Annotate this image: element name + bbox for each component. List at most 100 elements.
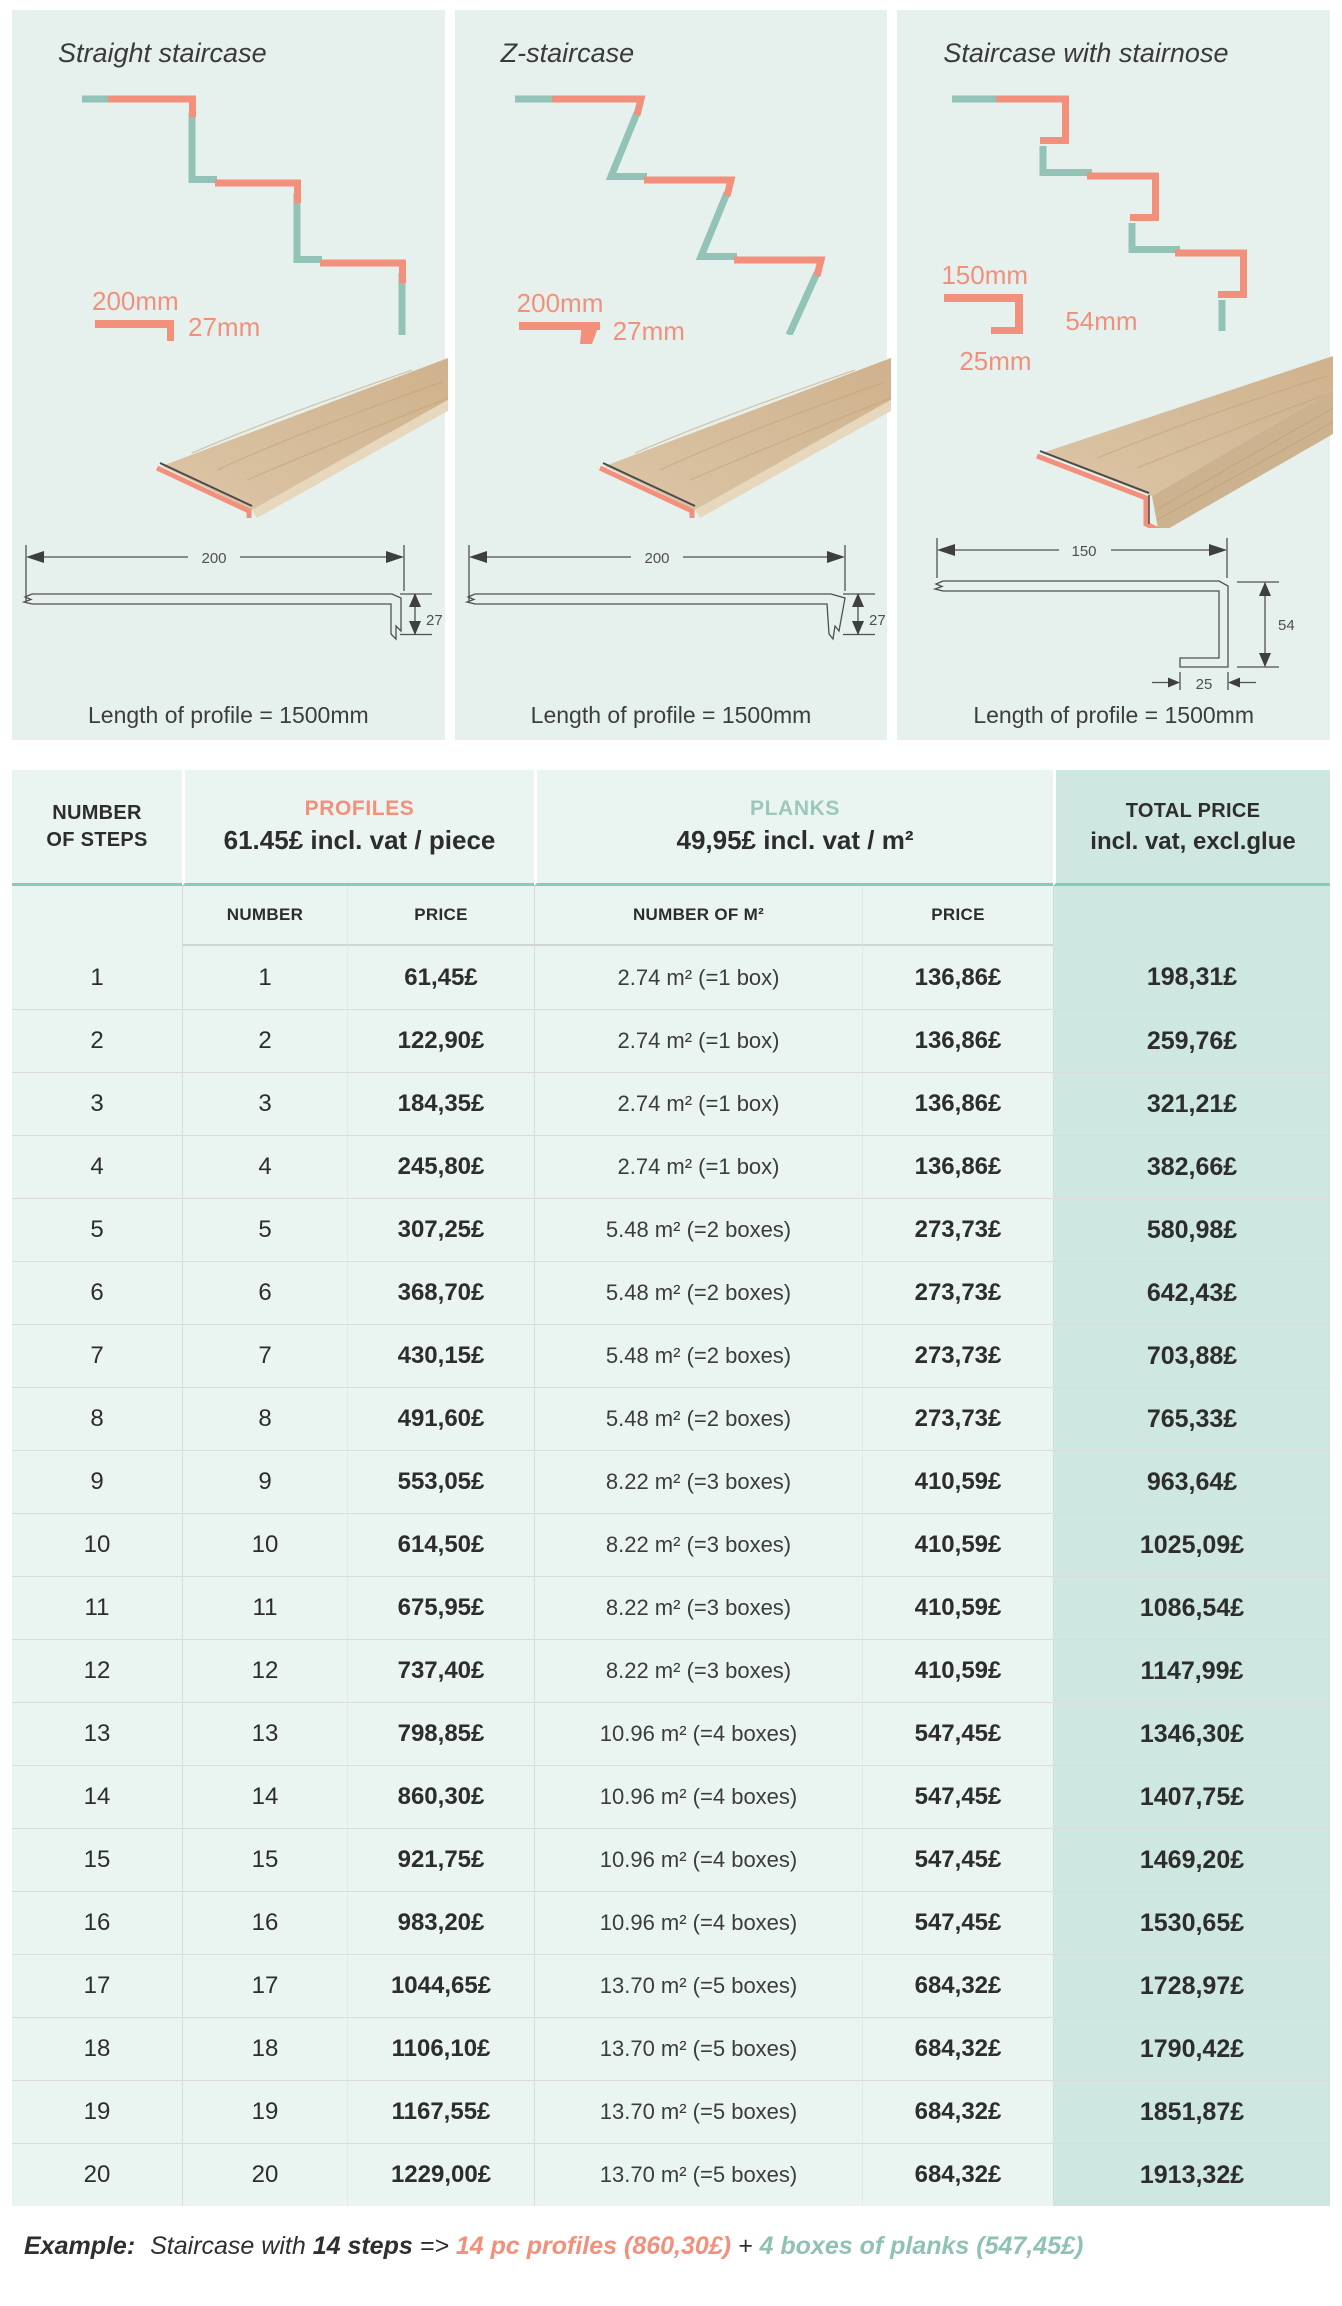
panel-title: Z-staircase — [500, 38, 635, 68]
cell-number-of-steps: 20 — [12, 2143, 182, 2206]
cell-plank-area: 2.74 m² (=1 box) — [534, 946, 862, 1009]
cell-number-of-steps: 8 — [12, 1387, 182, 1450]
cell-plank-area: 13.70 m² (=5 boxes) — [534, 2143, 862, 2206]
cell-total-price: 1407,75£ — [1053, 1765, 1330, 1828]
cell-total-price: 382,66£ — [1053, 1135, 1330, 1198]
cell-profile-count: 8 — [182, 1387, 347, 1450]
header-total-price: TOTAL PRICE incl. vat, excl.glue — [1053, 770, 1330, 886]
header-profiles-price-info: 61.45£ incl. vat / piece — [223, 825, 496, 855]
cell-total-price: 259,76£ — [1053, 1009, 1330, 1072]
stairnose-staircase-diagram — [952, 95, 1248, 331]
header-total-price-title: TOTAL PRICE — [1125, 799, 1261, 822]
subheader-empty-steps — [12, 886, 182, 946]
cell-total-price: 1025,09£ — [1053, 1513, 1330, 1576]
cell-profile-count: 4 — [182, 1135, 347, 1198]
header-number-of-steps-label: NUMBER OF STEPS — [46, 801, 148, 851]
cell-profile-count: 14 — [182, 1765, 347, 1828]
section-width-value: 150 — [1072, 543, 1097, 560]
cell-number-of-steps: 13 — [12, 1702, 182, 1765]
cell-profile-price: 368,70£ — [347, 1261, 534, 1324]
profile-dimension-glyph — [518, 322, 600, 344]
cell-plank-area: 8.22 m² (=3 boxes) — [534, 1513, 862, 1576]
section-drop-value: 54 — [1278, 617, 1295, 634]
cell-profile-price: 737,40£ — [347, 1639, 534, 1702]
example-note: Example: Staircase with 14 steps => 14 p… — [24, 2232, 1342, 2261]
cell-plank-price: 273,73£ — [862, 1261, 1053, 1324]
profile-length-caption: Length of profile = 1500mm — [88, 702, 369, 728]
cell-plank-area: 10.96 m² (=4 boxes) — [534, 1828, 862, 1891]
cell-profile-price: 1167,55£ — [347, 2080, 534, 2143]
cell-number-of-steps: 17 — [12, 1954, 182, 2017]
cell-profile-count: 5 — [182, 1198, 347, 1261]
cell-profile-count: 12 — [182, 1639, 347, 1702]
cell-profile-count: 2 — [182, 1009, 347, 1072]
cell-number-of-steps: 10 — [12, 1513, 182, 1576]
cell-profile-price: 1044,65£ — [347, 1954, 534, 2017]
header-planks: PLANKS 49,95£ incl. vat / m² — [534, 770, 1053, 886]
cell-number-of-steps: 14 — [12, 1765, 182, 1828]
cross-section-drawing: 150 54 25 — [933, 538, 1295, 693]
subheader-profiles-price: PRICE — [347, 886, 534, 946]
cell-plank-area: 10.96 m² (=4 boxes) — [534, 1765, 862, 1828]
cell-number-of-steps: 6 — [12, 1261, 182, 1324]
plank-photo — [1036, 356, 1334, 528]
price-table: NUMBER OF STEPS PROFILES 61.45£ incl. va… — [12, 770, 1330, 2206]
subheader-empty-total — [1053, 886, 1330, 946]
cell-total-price: 1790,42£ — [1053, 2017, 1330, 2080]
profile-length-caption: Length of profile = 1500mm — [530, 702, 812, 728]
cell-plank-price: 547,45£ — [862, 1891, 1053, 1954]
cell-number-of-steps: 15 — [12, 1828, 182, 1891]
cell-plank-area: 10.96 m² (=4 boxes) — [534, 1702, 862, 1765]
drop-dimension-label: 27mm — [612, 316, 685, 346]
cell-profile-price: 245,80£ — [347, 1135, 534, 1198]
cell-total-price: 198,31£ — [1053, 946, 1330, 1009]
cell-number-of-steps: 9 — [12, 1450, 182, 1513]
cell-profile-count: 17 — [182, 1954, 347, 2017]
cell-number-of-steps: 1 — [12, 946, 182, 1009]
cell-total-price: 1728,97£ — [1053, 1954, 1330, 2017]
cell-profile-count: 15 — [182, 1828, 347, 1891]
cell-plank-area: 2.74 m² (=1 box) — [534, 1072, 862, 1135]
header-planks-price-info: 49,95£ incl. vat / m² — [676, 825, 914, 855]
cell-plank-area: 5.48 m² (=2 boxes) — [534, 1324, 862, 1387]
straight-staircase-diagram — [82, 95, 406, 335]
cell-number-of-steps: 19 — [12, 2080, 182, 2143]
cell-profile-price: 921,75£ — [347, 1828, 534, 1891]
cell-profile-count: 9 — [182, 1450, 347, 1513]
section-drop-value: 27 — [869, 612, 886, 629]
cell-profile-count: 6 — [182, 1261, 347, 1324]
example-label: Example: — [24, 2232, 136, 2260]
width-dimension-label: 200mm — [516, 288, 604, 318]
cell-plank-price: 273,73£ — [862, 1198, 1053, 1261]
hook-dimension-label: 25mm — [959, 346, 1032, 376]
cell-total-price: 963,64£ — [1053, 1450, 1330, 1513]
cell-total-price: 765,33£ — [1053, 1387, 1330, 1450]
cell-total-price: 1346,30£ — [1053, 1702, 1330, 1765]
cell-profile-price: 61,45£ — [347, 946, 534, 1009]
cell-profile-count: 3 — [182, 1072, 347, 1135]
cell-total-price: 1147,99£ — [1053, 1639, 1330, 1702]
cell-plank-area: 13.70 m² (=5 boxes) — [534, 2080, 862, 2143]
cell-number-of-steps: 12 — [12, 1639, 182, 1702]
cell-plank-price: 136,86£ — [862, 1135, 1053, 1198]
section-hook-value: 25 — [1196, 676, 1213, 693]
panel-staircase-with-stairnose: Staircase with stairnose 150mm 54mm 25mm — [897, 10, 1334, 740]
cell-profile-price: 307,25£ — [347, 1198, 534, 1261]
cell-plank-price: 547,45£ — [862, 1702, 1053, 1765]
example-plus: + — [737, 2232, 753, 2260]
example-arrow: => — [419, 2232, 449, 2260]
width-dimension-label: 200mm — [92, 286, 179, 316]
section-width-value: 200 — [201, 550, 226, 567]
cell-number-of-steps: 4 — [12, 1135, 182, 1198]
header-number-of-steps: NUMBER OF STEPS — [12, 770, 182, 886]
cell-number-of-steps: 5 — [12, 1198, 182, 1261]
cell-profile-price: 430,15£ — [347, 1324, 534, 1387]
cell-plank-area: 5.48 m² (=2 boxes) — [534, 1198, 862, 1261]
cell-plank-area: 13.70 m² (=5 boxes) — [534, 2017, 862, 2080]
cell-total-price: 1851,87£ — [1053, 2080, 1330, 2143]
cell-plank-price: 273,73£ — [862, 1387, 1053, 1450]
cell-profile-count: 18 — [182, 2017, 347, 2080]
cell-total-price: 703,88£ — [1053, 1324, 1330, 1387]
cell-number-of-steps: 2 — [12, 1009, 182, 1072]
header-planks-title: PLANKS — [750, 797, 840, 820]
